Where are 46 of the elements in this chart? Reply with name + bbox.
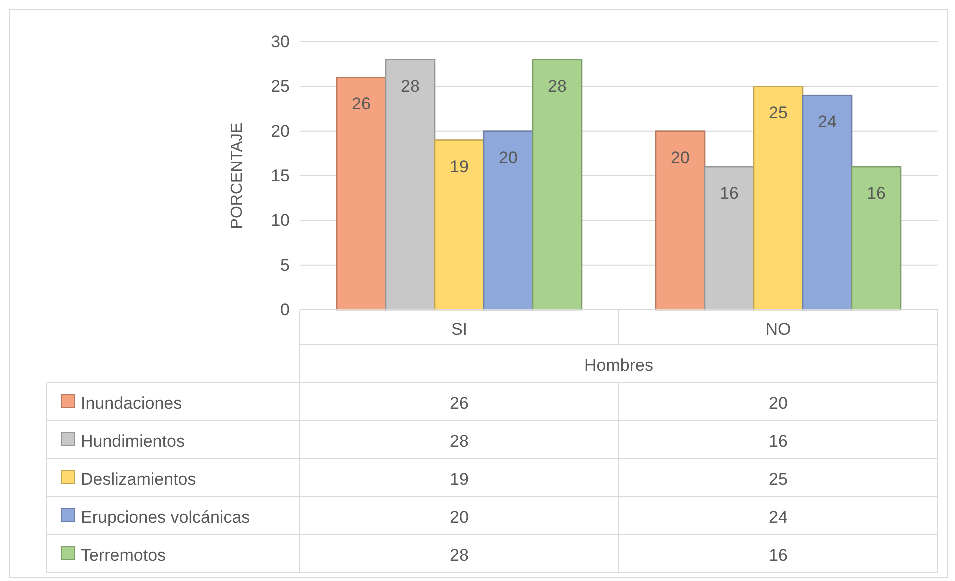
text: 28 bbox=[450, 546, 469, 565]
bar bbox=[434, 140, 485, 311]
x-tick-label: NO bbox=[766, 320, 792, 339]
legend-label: Erupciones volcánicas bbox=[81, 508, 250, 527]
text: 28 bbox=[450, 432, 469, 451]
legend-label: Inundaciones bbox=[81, 394, 182, 413]
bar bbox=[753, 86, 804, 311]
x-axis-title: Hombres bbox=[584, 356, 654, 375]
y-tick-label: 30 bbox=[271, 32, 290, 52]
data-label: 20 bbox=[671, 148, 690, 168]
data-label: 24 bbox=[818, 112, 837, 132]
y-tick-label: 25 bbox=[271, 77, 290, 96]
data-label: 25 bbox=[769, 104, 788, 123]
text: 25 bbox=[769, 470, 788, 489]
y-axis-title: PORCENTAJE bbox=[229, 122, 246, 230]
text: 16 bbox=[769, 432, 788, 451]
bar bbox=[336, 77, 387, 311]
bar bbox=[851, 166, 902, 311]
y-tick-label: 0 bbox=[280, 300, 290, 320]
text: 16 bbox=[769, 546, 788, 565]
data-label: 19 bbox=[450, 157, 469, 176]
y-tick-label: 20 bbox=[271, 122, 290, 141]
text: 19 bbox=[450, 470, 469, 489]
data-label: 16 bbox=[867, 184, 886, 204]
x-tick-label: SI bbox=[451, 320, 468, 339]
y-tick-label: 10 bbox=[271, 211, 290, 230]
text: 26 bbox=[450, 394, 469, 413]
bar bbox=[385, 59, 436, 311]
data-label: 20 bbox=[499, 148, 518, 168]
data-label: 16 bbox=[720, 184, 739, 204]
y-tick-label: 15 bbox=[271, 166, 290, 186]
legend-label: Hundimientos bbox=[81, 432, 185, 451]
y-tick-label: 5 bbox=[280, 256, 290, 275]
text: 24 bbox=[769, 508, 788, 527]
bar bbox=[655, 130, 706, 311]
bar bbox=[704, 166, 755, 311]
bar bbox=[483, 130, 534, 311]
legend-label: Terremotos bbox=[81, 546, 166, 565]
bar bbox=[802, 94, 853, 311]
data-label: 26 bbox=[352, 94, 371, 114]
legend-label: Deslizamientos bbox=[81, 470, 196, 489]
bar bbox=[532, 59, 583, 311]
data-label: 28 bbox=[548, 76, 567, 96]
text: 20 bbox=[769, 394, 788, 413]
data-label: 28 bbox=[401, 76, 420, 96]
text: 20 bbox=[450, 508, 469, 527]
